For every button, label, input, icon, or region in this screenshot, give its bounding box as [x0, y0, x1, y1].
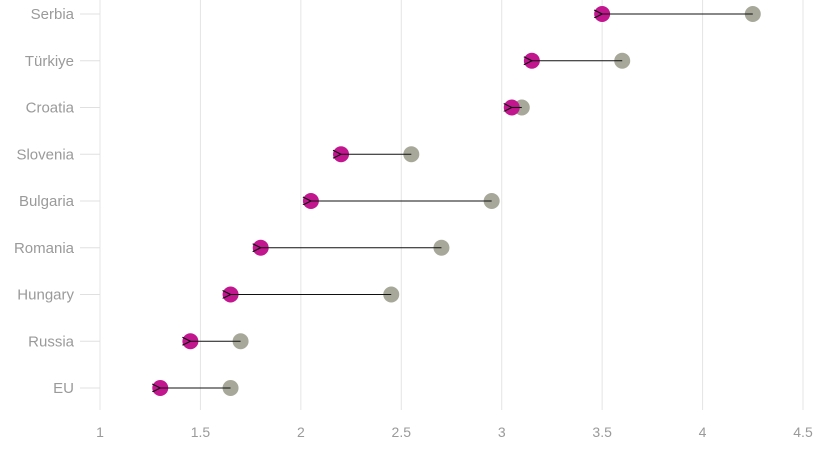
x-tick-label: 4.5: [793, 424, 813, 440]
category-label: Russia: [28, 333, 75, 350]
x-tick-label: 4: [699, 424, 707, 440]
category-label: EU: [53, 380, 74, 397]
category-label: Türkiye: [25, 53, 74, 70]
x-tick-label: 1: [96, 424, 104, 440]
category-label: Slovenia: [16, 146, 74, 163]
category-label: Romania: [14, 240, 75, 257]
x-tick-label: 3: [498, 424, 506, 440]
x-tick-label: 2.5: [392, 424, 412, 440]
data-marks: [152, 6, 761, 396]
grid-lines: [80, 0, 804, 410]
category-label: Croatia: [26, 100, 75, 117]
category-label: Serbia: [31, 6, 75, 23]
category-labels: Serbia Türkiye Croatia Slovenia Bulgaria Roma…: [14, 6, 75, 397]
x-axis-tick-labels: 1 1.5 2 2.5 3 3.5 4 4.5: [96, 424, 813, 440]
x-tick-label: 1.5: [191, 424, 211, 440]
category-label: Hungary: [17, 287, 74, 304]
category-label: Bulgaria: [19, 193, 75, 210]
x-tick-label: 3.5: [592, 424, 612, 440]
x-tick-label: 2: [297, 424, 305, 440]
